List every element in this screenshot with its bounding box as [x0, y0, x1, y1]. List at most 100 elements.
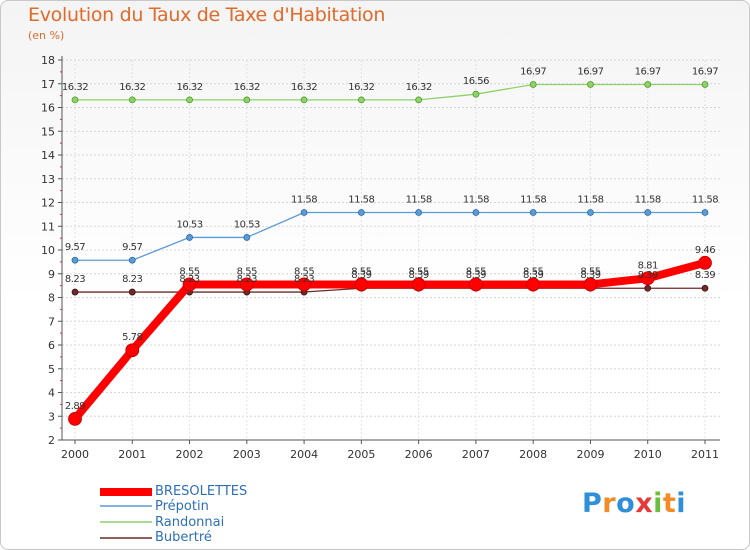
data-label: 8.55 — [409, 266, 429, 277]
data-label: 8.39 — [695, 270, 715, 281]
data-point — [186, 234, 193, 241]
data-point — [472, 90, 480, 98]
x-tick-label: 2006 — [405, 448, 433, 461]
y-tick-label: 17 — [41, 78, 55, 91]
data-label: 9.46 — [695, 245, 715, 256]
data-label: 16.97 — [520, 66, 546, 77]
y-tick-label: 15 — [41, 125, 55, 138]
data-label: 16.97 — [577, 66, 603, 77]
data-label: 16.32 — [62, 82, 88, 93]
data-point — [701, 209, 709, 216]
data-label: 8.23 — [65, 274, 85, 285]
data-label: 8.55 — [294, 266, 314, 277]
data-label: 8.39 — [409, 270, 429, 281]
data-label: 8.55 — [179, 266, 199, 277]
y-tick-label: 3 — [48, 410, 55, 423]
data-point — [300, 209, 308, 216]
data-point — [239, 277, 254, 292]
logo-letter: t — [662, 488, 677, 519]
data-label: 16.32 — [291, 82, 317, 93]
y-tick-label: 7 — [48, 315, 55, 328]
data-point — [128, 288, 136, 296]
data-label: 16.32 — [348, 82, 374, 93]
data-point — [68, 411, 82, 426]
y-tick-label: 14 — [41, 149, 55, 162]
data-point — [71, 288, 79, 296]
legend-label-randonnai: Randonnai — [155, 515, 225, 530]
y-tick-label: 12 — [41, 197, 55, 210]
data-label: 9.57 — [65, 242, 85, 253]
legend-swatches — [100, 488, 152, 539]
chart-subtitle: (en %) — [28, 29, 65, 42]
data-point — [71, 256, 79, 264]
logo-letter: x — [635, 488, 654, 519]
y-tick-label: 5 — [48, 363, 55, 376]
data-point — [640, 271, 655, 286]
data-label: 8.39 — [523, 270, 543, 281]
x-tick-label: 2002 — [176, 448, 204, 461]
x-tick-label: 2005 — [347, 448, 375, 461]
data-label: 8.39 — [580, 270, 600, 281]
y-tick-label: 2 — [48, 434, 55, 447]
data-point — [243, 234, 251, 241]
data-label: 8.23 — [179, 274, 199, 285]
x-tick-label: 2000 — [61, 448, 89, 461]
x-tick-label: 2010 — [634, 448, 662, 461]
data-point — [698, 255, 712, 270]
logo-letter: o — [616, 488, 636, 519]
data-label: 11.58 — [291, 194, 317, 205]
x-tick-label: 2008 — [519, 448, 547, 461]
x-tick-label: 2001 — [118, 448, 146, 461]
data-point — [644, 209, 652, 216]
data-point — [415, 96, 423, 104]
series-line — [71, 258, 709, 423]
y-tick-label: 4 — [48, 387, 55, 400]
data-point — [701, 81, 709, 88]
data-label: 16.32 — [176, 82, 202, 93]
y-tick-label: 13 — [41, 173, 55, 186]
data-label: 8.39 — [466, 270, 486, 281]
data-label: 8.55 — [523, 266, 543, 277]
data-point — [297, 277, 311, 292]
data-point — [526, 277, 541, 292]
data-point — [125, 343, 140, 358]
data-label: 10.53 — [176, 219, 202, 230]
logo-letter: P — [582, 488, 603, 519]
data-point — [71, 96, 79, 104]
series-line — [74, 83, 706, 101]
y-tick-label: 8 — [48, 292, 55, 305]
data-label: 8.23 — [294, 274, 314, 285]
data-point — [529, 209, 537, 216]
logo-letter: i — [653, 488, 663, 519]
data-point — [357, 209, 365, 216]
data-label: 8.39 — [351, 270, 371, 281]
data-label: 8.55 — [237, 266, 257, 277]
x-tick-label: 2011 — [691, 448, 719, 461]
series-line — [74, 211, 706, 261]
data-label: 9.57 — [122, 242, 142, 253]
data-label: 8.23 — [122, 274, 142, 285]
data-label: 11.58 — [635, 194, 661, 205]
proxiti-logo: Proxiti — [582, 488, 686, 519]
legend-label-bresolettes: BRESOLETTES — [155, 484, 248, 499]
x-tick-label: 2003 — [233, 448, 261, 461]
y-tick-label: 9 — [48, 268, 55, 281]
data-label: 2.89 — [65, 401, 85, 412]
data-label: 16.56 — [463, 76, 489, 87]
data-label: 11.58 — [406, 194, 432, 205]
data-point — [472, 209, 480, 216]
x-tick-label: 2007 — [462, 448, 490, 461]
data-label: 10.53 — [234, 219, 260, 230]
data-label: 8.23 — [237, 274, 257, 285]
data-point — [354, 277, 369, 292]
y-tick-label: 18 — [41, 54, 55, 67]
y-tick-label: 16 — [41, 102, 55, 115]
data-label: 11.58 — [520, 194, 546, 205]
data-point — [644, 284, 652, 292]
data-point — [644, 81, 652, 88]
y-tick-label: 6 — [48, 339, 55, 352]
data-label: 8.39 — [638, 270, 658, 281]
data-point — [469, 277, 483, 292]
